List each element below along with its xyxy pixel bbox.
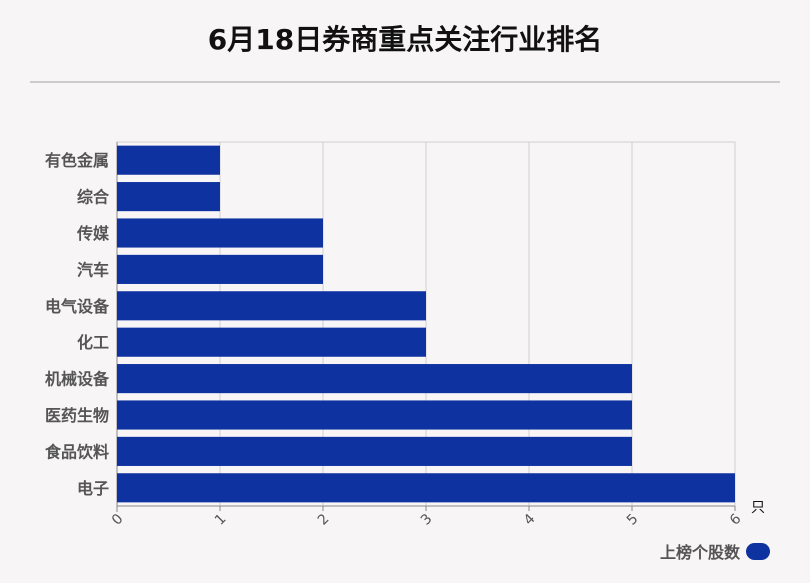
category-label: 电气设备 [45, 297, 110, 316]
x-tick-label: 4 [521, 511, 539, 529]
legend-swatch [746, 542, 770, 560]
category-label: 化工 [77, 333, 109, 352]
bar [117, 145, 220, 175]
bar [117, 218, 323, 248]
x-unit-label: 只 [751, 500, 765, 516]
bar [117, 400, 632, 430]
bar [117, 436, 632, 466]
category-label: 机械设备 [45, 370, 110, 389]
bar [117, 364, 632, 394]
x-tick-label: 6 [727, 511, 745, 529]
x-tick-label: 0 [109, 511, 127, 529]
bar [117, 291, 426, 321]
x-tick-label: 3 [418, 511, 436, 529]
title-divider [30, 81, 780, 83]
legend-label: 上榜个股数 [659, 543, 740, 562]
category-label: 医药生物 [45, 406, 109, 425]
bar [117, 327, 426, 357]
legend: 上榜个股数 [660, 539, 770, 563]
category-label: 综合 [77, 188, 110, 207]
bar [117, 182, 220, 212]
category-label: 汽车 [77, 260, 109, 279]
category-label: 食品饮料 [44, 442, 109, 461]
x-tick-label: 1 [212, 511, 230, 529]
category-label: 有色金属 [45, 151, 109, 170]
x-tick-label: 5 [624, 511, 642, 529]
category-label: 电子 [77, 479, 109, 498]
x-tick-label: 2 [315, 511, 333, 529]
bar [117, 473, 735, 503]
bar [117, 254, 323, 284]
chart-title: 6月18日券商重点关注行业排名 [207, 23, 603, 56]
category-label: 传媒 [76, 224, 110, 243]
